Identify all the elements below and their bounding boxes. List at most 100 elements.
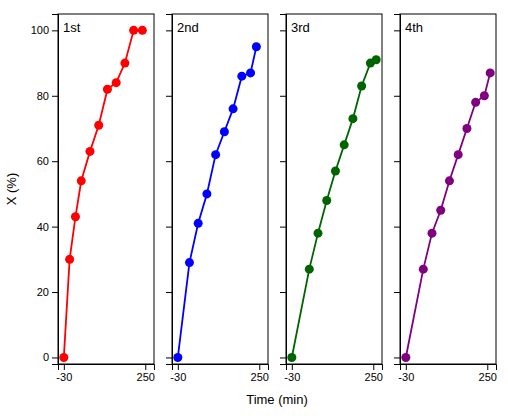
point xyxy=(65,255,74,264)
tick-mark xyxy=(145,364,146,370)
axis-line xyxy=(59,365,155,371)
tick-mark xyxy=(178,364,179,370)
point xyxy=(305,265,314,274)
panel: -302500204060801001st xyxy=(31,14,155,383)
tick-label: 20 xyxy=(37,286,49,298)
tick xyxy=(394,96,400,97)
panel: -30 250 4th xyxy=(394,14,497,383)
tick: 250 xyxy=(251,364,269,383)
point xyxy=(348,114,357,123)
tick-label: -30 xyxy=(170,371,186,383)
tick-label: 250 xyxy=(365,371,383,383)
tick-label: 0 xyxy=(43,351,49,363)
point xyxy=(462,124,471,133)
tick: 250 xyxy=(365,364,383,383)
plot-frame xyxy=(58,14,154,364)
panel-label: 2nd xyxy=(177,20,199,35)
tick xyxy=(166,161,172,162)
chart: -302500204060801001st-302502nd-302503rd-… xyxy=(0,0,508,416)
series-line xyxy=(178,47,257,358)
point xyxy=(436,206,445,215)
tick: 40 xyxy=(37,221,58,233)
tick xyxy=(166,227,172,228)
point xyxy=(454,150,463,159)
tick xyxy=(394,292,400,293)
point xyxy=(445,176,454,185)
point xyxy=(237,72,246,81)
tick-mark xyxy=(52,357,58,358)
tick xyxy=(394,30,400,31)
tick: 20 xyxy=(37,286,58,298)
tick xyxy=(280,292,286,293)
tick-label: 80 xyxy=(37,90,49,102)
tick-mark xyxy=(394,357,400,358)
tick xyxy=(394,161,400,162)
tick: 250 xyxy=(479,364,497,383)
panel-label: 4th xyxy=(405,20,423,35)
point xyxy=(94,121,103,130)
tick-mark xyxy=(394,96,400,97)
point xyxy=(357,81,366,90)
tick-mark xyxy=(52,161,58,162)
axis-line xyxy=(166,15,173,365)
tick-mark xyxy=(64,364,65,370)
y-axis xyxy=(280,15,287,365)
tick: 60 xyxy=(37,155,58,167)
tick-mark xyxy=(394,227,400,228)
tick: -30 xyxy=(56,364,72,383)
y-axis xyxy=(394,15,401,365)
tick xyxy=(394,357,400,358)
point xyxy=(331,167,340,176)
tick-mark xyxy=(52,227,58,228)
point xyxy=(372,55,381,64)
plot-area xyxy=(173,42,261,362)
tick-label: 40 xyxy=(37,221,49,233)
tick-mark xyxy=(166,96,172,97)
point xyxy=(202,189,211,198)
tick xyxy=(166,357,172,358)
tick-mark xyxy=(487,364,488,370)
tick-mark xyxy=(166,227,172,228)
point xyxy=(59,353,68,362)
point xyxy=(428,229,437,238)
tick: -30 xyxy=(398,364,414,383)
point xyxy=(77,176,86,185)
plot-area xyxy=(59,26,147,362)
axis-line xyxy=(394,15,401,365)
point xyxy=(471,98,480,107)
point xyxy=(480,91,489,100)
tick-mark xyxy=(52,96,58,97)
tick-mark xyxy=(280,357,286,358)
tick xyxy=(280,357,286,358)
tick xyxy=(394,227,400,228)
tick-label: 100 xyxy=(31,24,49,36)
series-line xyxy=(292,60,376,358)
tick-mark xyxy=(166,292,172,293)
tick xyxy=(166,292,172,293)
plot-frame xyxy=(400,14,496,364)
axis-line xyxy=(401,365,497,371)
series-line xyxy=(64,30,143,357)
plot-area xyxy=(287,55,380,362)
point xyxy=(252,42,261,51)
tick-mark xyxy=(280,292,286,293)
tick-mark xyxy=(259,364,260,370)
plot-frame xyxy=(172,14,268,364)
tick: -30 xyxy=(170,364,186,383)
tick: -30 xyxy=(284,364,300,383)
tick-mark xyxy=(373,364,374,370)
x-axis: -30 250 xyxy=(398,364,497,383)
tick xyxy=(166,96,172,97)
tick-label: -30 xyxy=(398,371,414,383)
point xyxy=(120,59,129,68)
point xyxy=(103,85,112,94)
point xyxy=(71,212,80,221)
axis-line xyxy=(52,15,59,365)
point xyxy=(129,26,138,35)
axis-line xyxy=(280,15,287,365)
tick-mark xyxy=(280,30,286,31)
point xyxy=(220,127,229,136)
tick xyxy=(280,161,286,162)
tick: 0 xyxy=(43,351,58,363)
point xyxy=(322,196,331,205)
